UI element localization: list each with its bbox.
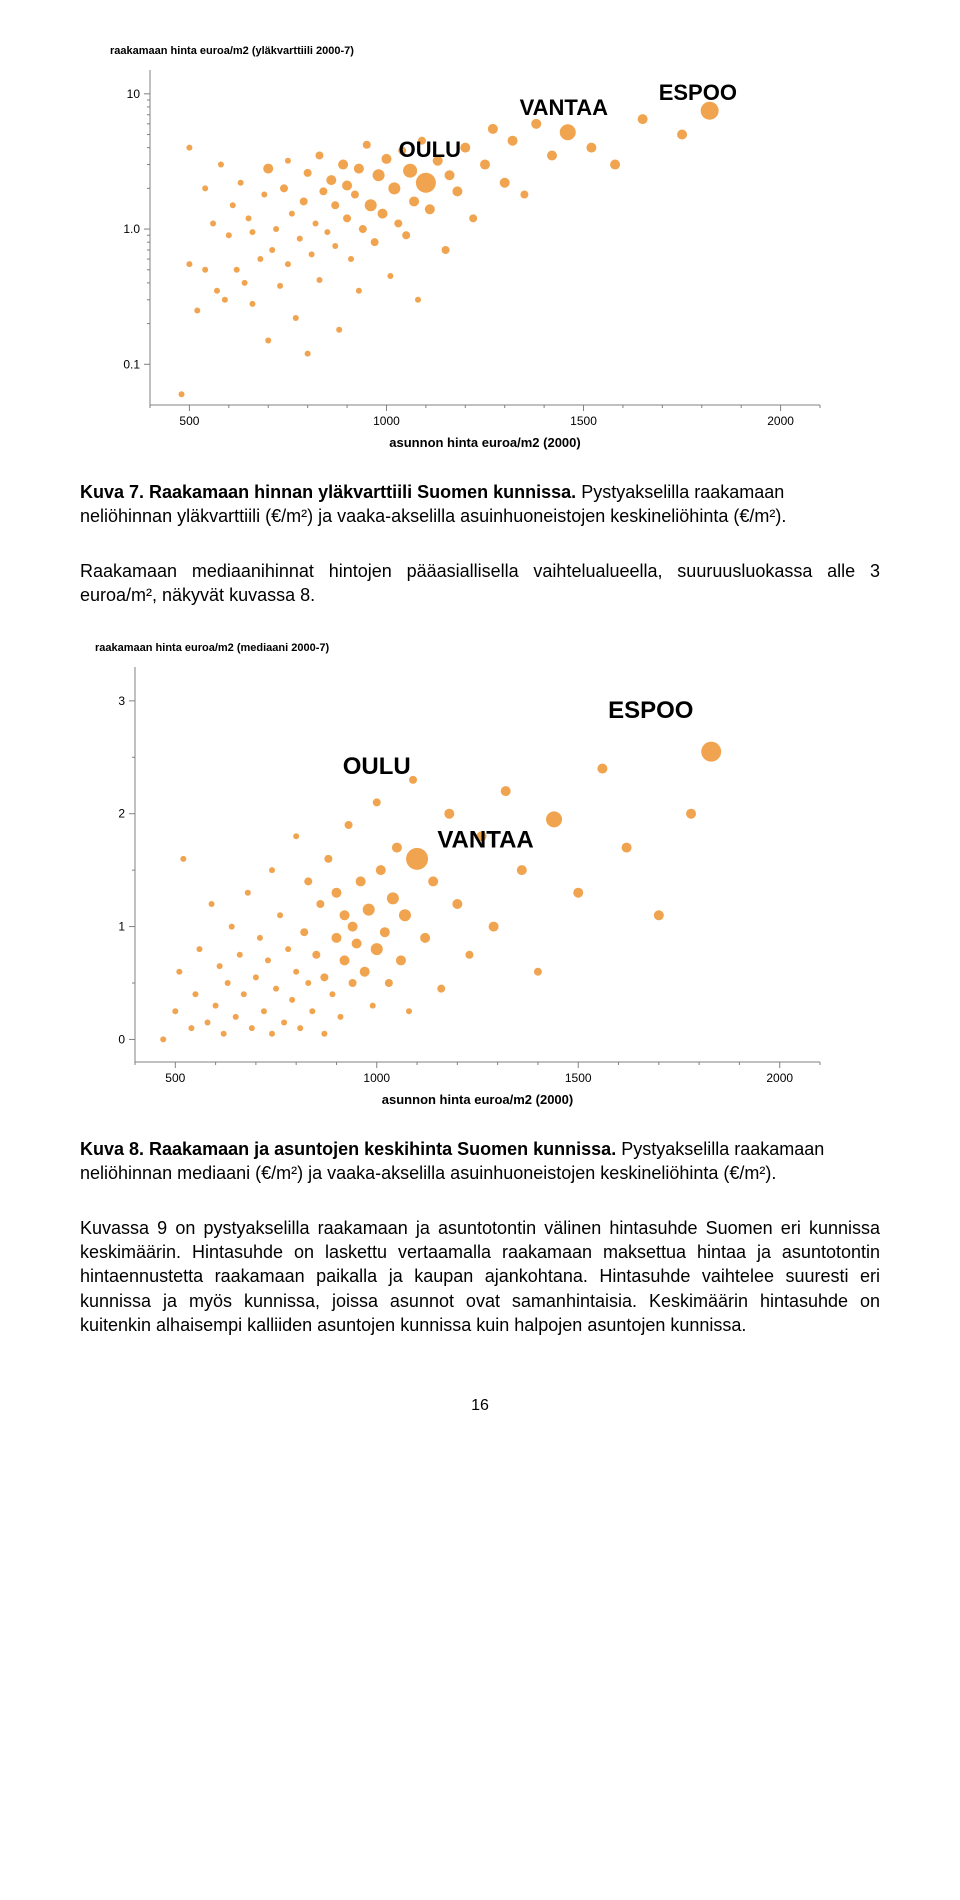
caption-7: Kuva 7. Raakamaan hinnan yläkvarttiili S… bbox=[80, 480, 880, 529]
svg-text:OULU: OULU bbox=[343, 753, 411, 780]
svg-text:asunnon hinta euroa/m2 (2000): asunnon hinta euroa/m2 (2000) bbox=[382, 1092, 573, 1107]
svg-text:1500: 1500 bbox=[565, 1071, 592, 1085]
svg-text:1000: 1000 bbox=[363, 1071, 390, 1085]
svg-text:0: 0 bbox=[118, 1033, 125, 1047]
page-number: 16 bbox=[80, 1397, 880, 1415]
svg-text:500: 500 bbox=[165, 1071, 185, 1085]
svg-text:2000: 2000 bbox=[766, 1071, 793, 1085]
svg-text:raakamaan hinta euroa/m2 (medi: raakamaan hinta euroa/m2 (mediaani 2000-… bbox=[95, 642, 329, 654]
chart-7: raakamaan hinta euroa/m2 (yläkvarttiili … bbox=[80, 40, 840, 460]
svg-text:1: 1 bbox=[118, 920, 125, 934]
svg-text:raakamaan hinta euroa/m2 (yläk: raakamaan hinta euroa/m2 (yläkvarttiili … bbox=[110, 45, 354, 57]
svg-text:0.1: 0.1 bbox=[123, 357, 140, 371]
svg-text:ESPOO: ESPOO bbox=[608, 697, 693, 724]
svg-text:2: 2 bbox=[118, 807, 125, 821]
svg-text:1.0: 1.0 bbox=[123, 222, 140, 236]
svg-text:ESPOO: ESPOO bbox=[659, 80, 737, 105]
svg-text:OULU: OULU bbox=[399, 137, 461, 162]
svg-text:2000: 2000 bbox=[767, 414, 794, 428]
svg-text:3: 3 bbox=[118, 694, 125, 708]
svg-text:10: 10 bbox=[127, 87, 141, 101]
paragraph-bottom: Kuvassa 9 on pystyakselilla raakamaan ja… bbox=[80, 1216, 880, 1337]
paragraph-mid: Raakamaan mediaanihinnat hintojen pääasi… bbox=[80, 559, 880, 608]
caption-8-bold: Kuva 8. Raakamaan ja asuntojen keskihint… bbox=[80, 1139, 616, 1159]
caption-7-bold: Kuva 7. Raakamaan hinnan yläkvarttiili S… bbox=[80, 482, 576, 502]
chart-8: raakamaan hinta euroa/m2 (mediaani 2000-… bbox=[80, 637, 840, 1117]
svg-text:500: 500 bbox=[179, 414, 199, 428]
svg-text:VANTAA: VANTAA bbox=[437, 827, 533, 854]
svg-text:asunnon hinta euroa/m2 (2000): asunnon hinta euroa/m2 (2000) bbox=[389, 435, 580, 450]
svg-text:1500: 1500 bbox=[570, 414, 597, 428]
svg-text:1000: 1000 bbox=[373, 414, 400, 428]
svg-text:VANTAA: VANTAA bbox=[520, 95, 609, 120]
caption-8: Kuva 8. Raakamaan ja asuntojen keskihint… bbox=[80, 1137, 880, 1186]
